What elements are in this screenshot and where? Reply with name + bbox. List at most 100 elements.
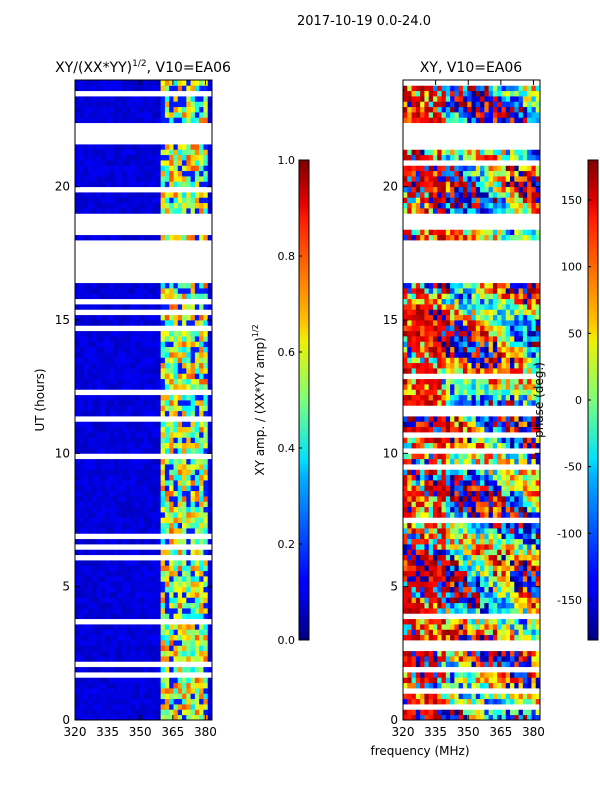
- heatmap-cell: [147, 154, 153, 161]
- heatmap-cell: [75, 666, 80, 673]
- heatmap-cell: [182, 624, 187, 630]
- heatmap-cell: [104, 565, 110, 572]
- heatmap-cell: [160, 688, 166, 694]
- heatmap-cell: [182, 640, 187, 646]
- heatmap-cell: [130, 400, 136, 406]
- heatmap-cell: [160, 288, 166, 294]
- heatmap-cell: [87, 368, 93, 374]
- heatmap-cell: [203, 538, 209, 545]
- heatmap-cell: [173, 656, 179, 662]
- heatmap-cell: [126, 96, 132, 102]
- heatmap-cell: [510, 357, 515, 364]
- heatmap-cell: [83, 304, 89, 310]
- heatmap-cell: [100, 314, 106, 321]
- heatmap-cell: [207, 458, 212, 465]
- heatmap-cell: [441, 336, 447, 342]
- heatmap-cell: [92, 149, 97, 156]
- heatmap-cell: [432, 661, 438, 668]
- heatmap-cell: [514, 469, 520, 476]
- heatmap-cell: [471, 677, 477, 684]
- heatmap-cell: [83, 517, 89, 524]
- heatmap-cell: [531, 672, 537, 678]
- heatmap-cell: [100, 165, 106, 172]
- heatmap-cell: [190, 448, 196, 454]
- heatmap-cell: [190, 693, 196, 700]
- heatmap-cell: [484, 677, 490, 684]
- heatmap-cell: [177, 208, 183, 214]
- heatmap-cell: [420, 629, 425, 636]
- heatmap-cell: [527, 618, 532, 625]
- heatmap-cell: [143, 597, 149, 604]
- heatmap-cell: [514, 480, 520, 486]
- heatmap-cell: [126, 384, 132, 390]
- heatmap-cell: [169, 538, 174, 545]
- heatmap-cell: [411, 682, 417, 689]
- heatmap-cell: [535, 570, 540, 577]
- heatmap-cell: [122, 624, 127, 630]
- heatmap-cell: [207, 181, 212, 188]
- heatmap-cell: [467, 314, 472, 321]
- heatmap-cell: [207, 592, 212, 598]
- heatmap-cell: [173, 384, 179, 390]
- heatmap-cell: [458, 554, 464, 561]
- heatmap-cell: [113, 410, 119, 417]
- heatmap-cell: [186, 709, 192, 716]
- heatmap-cell: [177, 293, 183, 300]
- heatmap-cell: [492, 565, 498, 572]
- heatmap-cell: [87, 442, 93, 449]
- heatmap-cell: [143, 282, 149, 289]
- heatmap-cell: [177, 373, 183, 380]
- heatmap-cell: [139, 373, 144, 380]
- heatmap-cell: [441, 474, 447, 481]
- heatmap-cell: [134, 474, 140, 481]
- heatmap-cell: [87, 165, 93, 172]
- heatmap-cell: [203, 304, 209, 310]
- heatmap-cell: [514, 336, 520, 342]
- heatmap-cell: [505, 458, 511, 465]
- heatmap-cell: [104, 202, 110, 209]
- heatmap-cell: [462, 533, 468, 540]
- heatmap-cell: [130, 202, 136, 209]
- heatmap-cell: [514, 693, 520, 700]
- heatmap-cell: [407, 586, 413, 593]
- heatmap-cell: [117, 282, 123, 289]
- heatmap-cell: [186, 405, 192, 412]
- heatmap-cell: [134, 144, 140, 150]
- heatmap-cell: [207, 640, 212, 646]
- heatmap-cell: [143, 624, 149, 630]
- heatmap-cell: [505, 608, 511, 614]
- heatmap-cell: [87, 234, 93, 241]
- heatmap-cell: [126, 506, 132, 513]
- heatmap-cell: [96, 485, 102, 492]
- heatmap-cell: [100, 432, 106, 438]
- heatmap-cell: [407, 341, 413, 348]
- heatmap-cell: [497, 336, 502, 342]
- heatmap-cell: [535, 368, 540, 374]
- heatmap-cell: [458, 672, 464, 678]
- heatmap-cell: [407, 320, 413, 326]
- heatmap-cell: [531, 581, 537, 588]
- heatmap-cell: [113, 101, 119, 108]
- heatmap-cell: [126, 586, 132, 593]
- heatmap-cell: [454, 672, 460, 678]
- heatmap-cell: [462, 394, 468, 401]
- amplitude-title-exponent: 1/2: [132, 59, 146, 69]
- heatmap-cell: [458, 602, 464, 609]
- heatmap-cell: [522, 549, 528, 556]
- heatmap-cell: [475, 458, 481, 465]
- heatmap-cell: [488, 400, 494, 406]
- heatmap-cell: [182, 357, 187, 364]
- heatmap-cell: [75, 576, 80, 582]
- heatmap-cell: [467, 490, 472, 497]
- heatmap-cell: [488, 560, 494, 566]
- heatmap-cell: [458, 330, 464, 337]
- heatmap-cell: [160, 592, 166, 598]
- heatmap-cell: [445, 608, 451, 614]
- heatmap-cell: [92, 101, 97, 108]
- heatmap-cell: [510, 672, 515, 678]
- heatmap-cell: [75, 693, 80, 700]
- heatmap-cell: [527, 490, 532, 497]
- heatmap-cell: [441, 560, 447, 566]
- heatmap-cell: [480, 544, 485, 550]
- heatmap-cell: [445, 560, 451, 566]
